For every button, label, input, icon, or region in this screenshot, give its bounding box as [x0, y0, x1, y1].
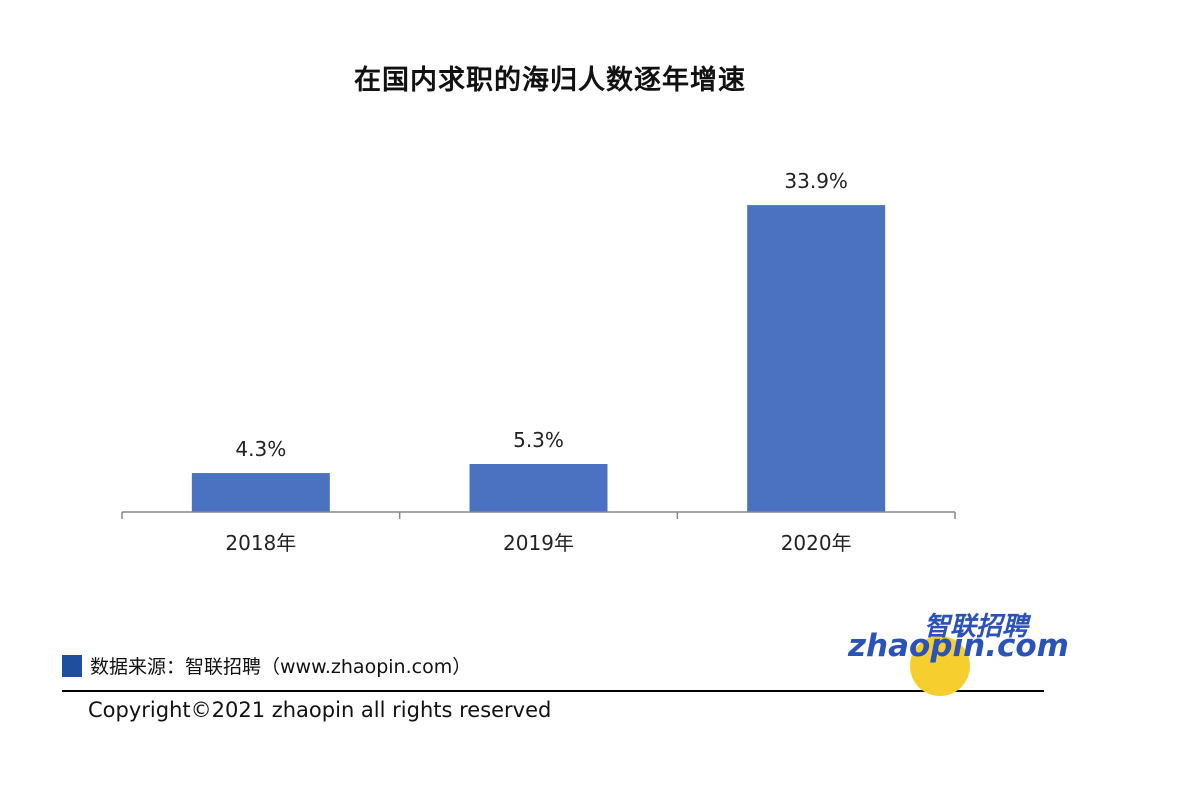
footer-divider	[62, 690, 1044, 692]
data-label: 33.9%	[784, 169, 848, 193]
logo-cn-text: 智联招聘	[924, 612, 1029, 642]
x-tick-label: 2018年	[225, 531, 296, 555]
source-marker	[62, 654, 82, 677]
copyright-text: Copyright©2021 zhaopin all rights reserv…	[88, 698, 552, 722]
logo-en-text: zhaopin.com	[848, 628, 1069, 664]
source-line: 数据来源：智联招聘（www.zhaopin.com）	[62, 652, 471, 679]
source-text: 数据来源：智联招聘（www.zhaopin.com）	[90, 656, 472, 678]
bar	[469, 464, 608, 512]
bar	[747, 205, 886, 512]
data-label: 5.3%	[513, 428, 564, 452]
zhaopin-logo: 智联招聘 zhaopin.com	[848, 606, 1069, 698]
x-tick-label: 2019年	[503, 531, 574, 555]
logo-circle	[910, 636, 970, 696]
chart-title: 在国内求职的海归人数逐年增速	[354, 65, 746, 96]
bar	[191, 473, 330, 512]
x-tick-label: 2020年	[781, 531, 852, 555]
data-label: 4.3%	[235, 437, 286, 461]
